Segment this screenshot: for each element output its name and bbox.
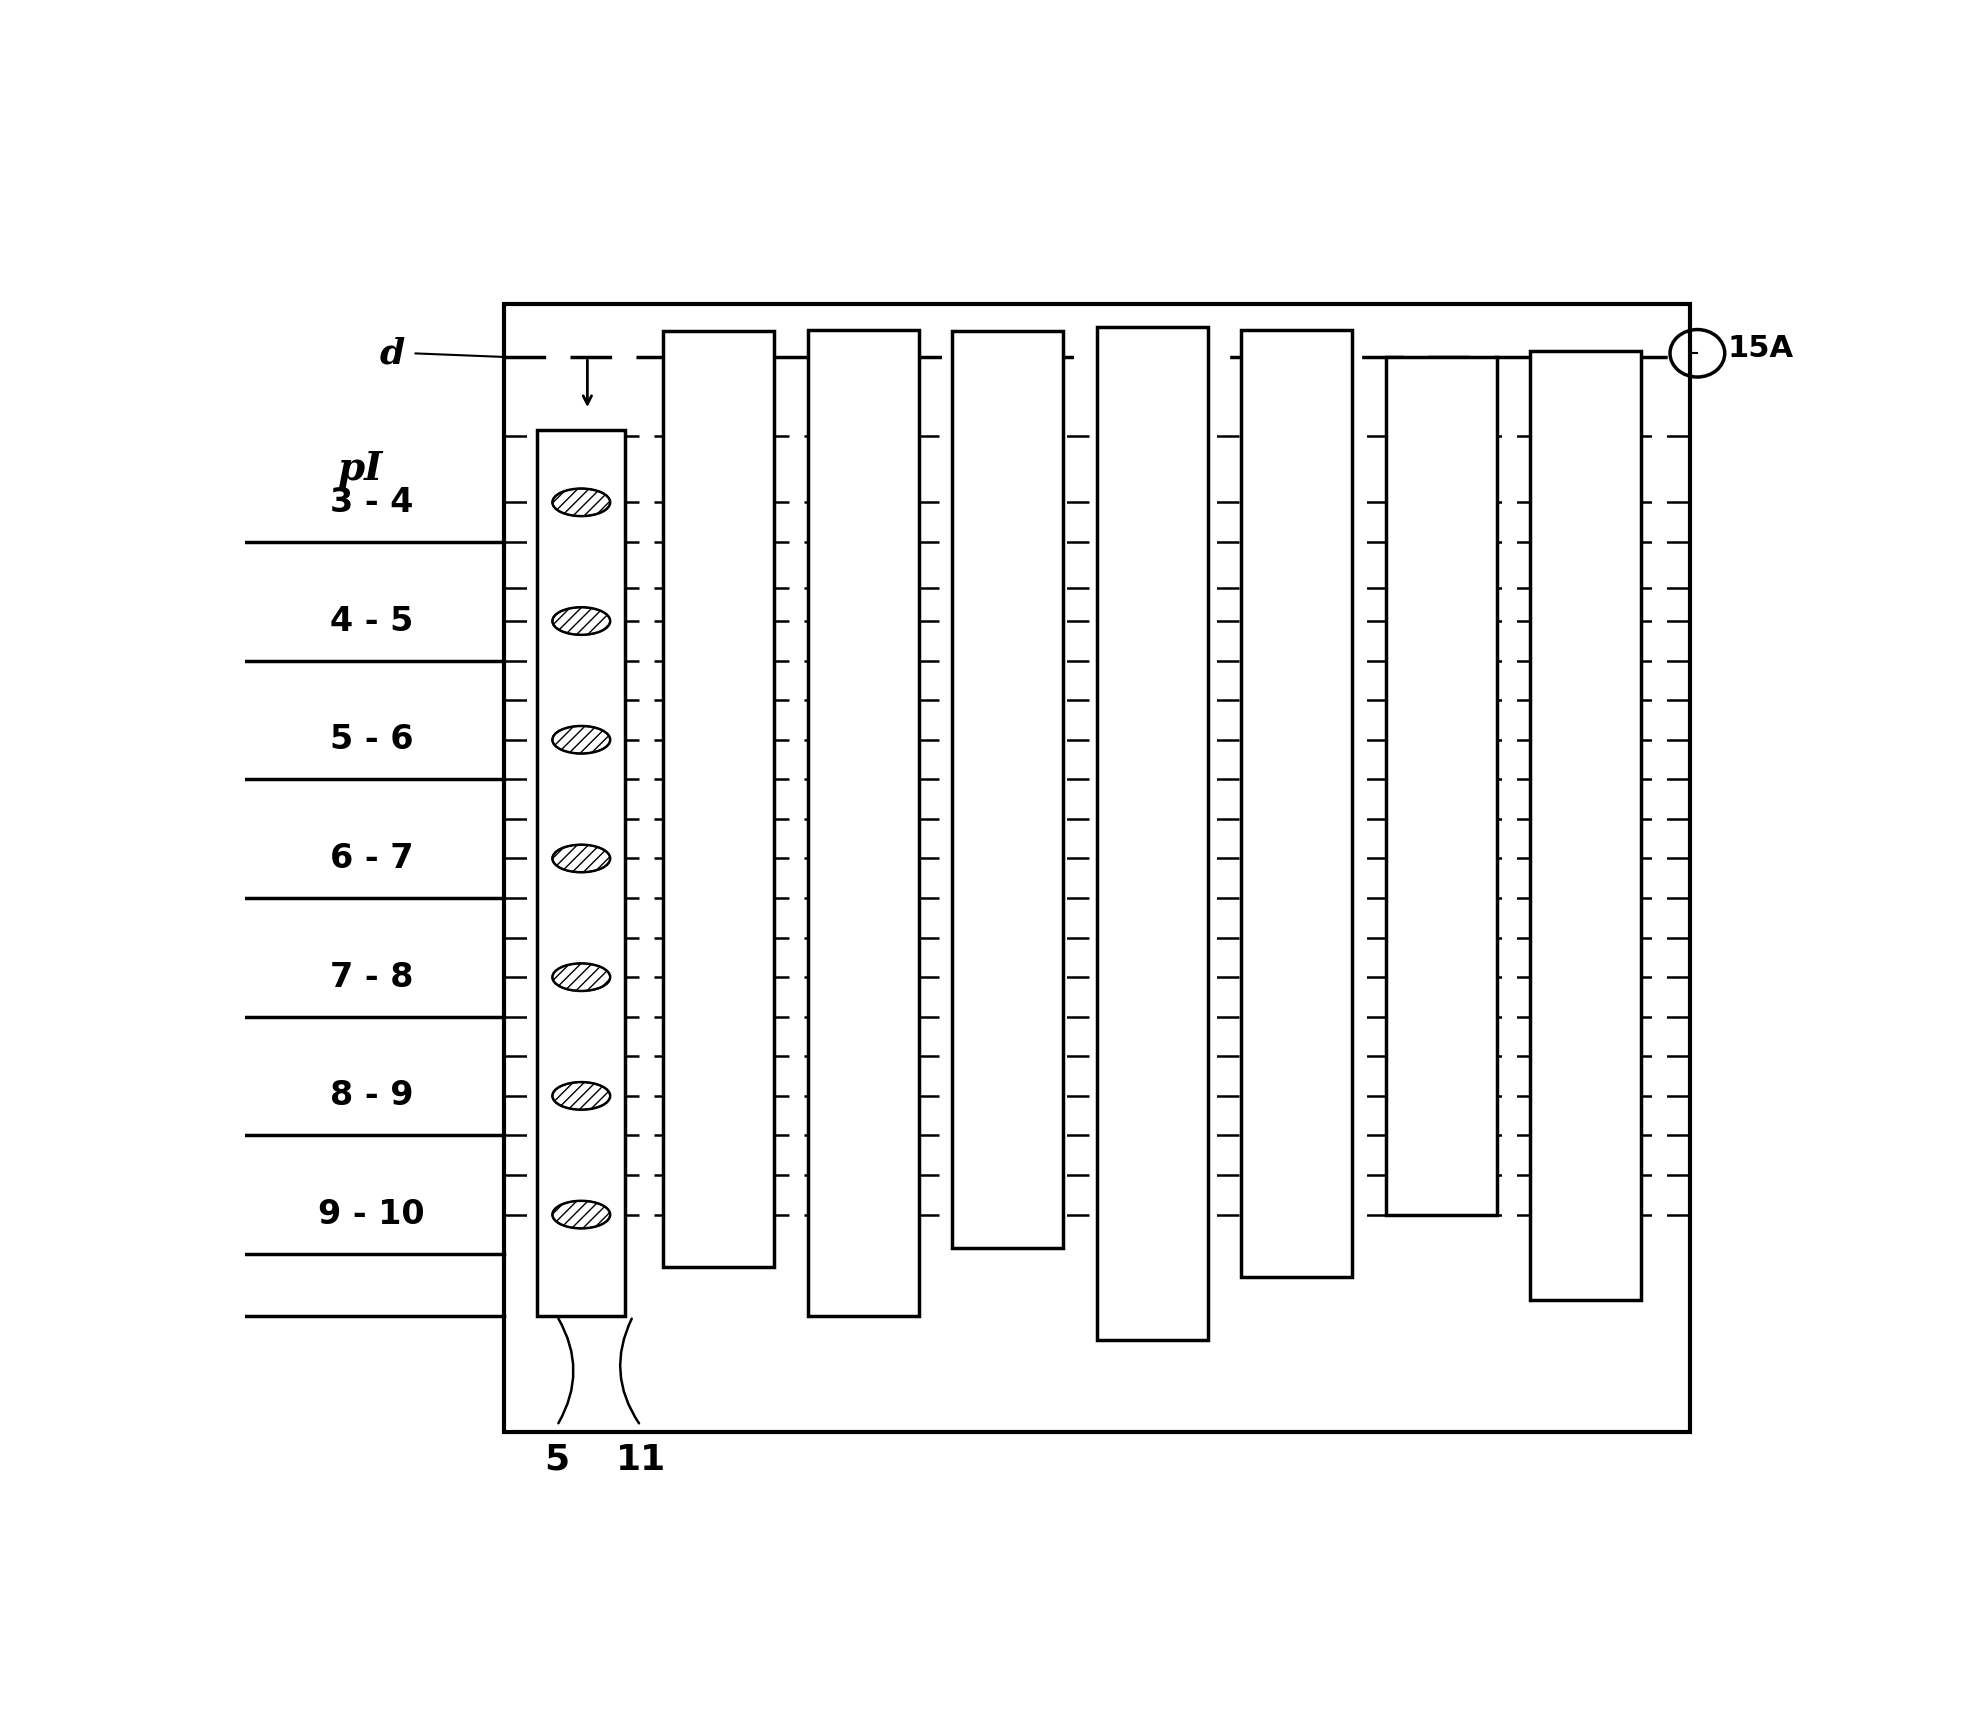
Text: 5: 5 <box>543 1442 569 1477</box>
Bar <box>1385 358 1497 1215</box>
Text: 11: 11 <box>616 1442 665 1477</box>
Text: 5 - 6: 5 - 6 <box>330 723 414 755</box>
Bar <box>504 305 1689 1432</box>
Ellipse shape <box>553 845 610 872</box>
Ellipse shape <box>553 963 610 990</box>
Text: 7 - 8: 7 - 8 <box>330 961 414 994</box>
Ellipse shape <box>553 488 610 516</box>
Ellipse shape <box>553 1201 610 1228</box>
Bar <box>538 430 626 1316</box>
Bar <box>1530 351 1640 1300</box>
Text: 4 - 5: 4 - 5 <box>330 605 414 637</box>
Text: 15A: 15A <box>1729 334 1793 363</box>
Ellipse shape <box>553 608 610 636</box>
Bar <box>663 331 775 1268</box>
Bar <box>1097 327 1209 1340</box>
Bar <box>952 331 1063 1247</box>
Text: 6 - 7: 6 - 7 <box>330 843 414 875</box>
Bar <box>808 329 918 1316</box>
Ellipse shape <box>553 1083 610 1110</box>
Text: 3 - 4: 3 - 4 <box>330 486 414 519</box>
Text: d: d <box>381 336 404 370</box>
Text: pI: pI <box>337 451 383 488</box>
Text: 8 - 9: 8 - 9 <box>330 1079 414 1112</box>
Text: 9 - 10: 9 - 10 <box>318 1197 424 1232</box>
Bar <box>1242 329 1352 1276</box>
Ellipse shape <box>553 726 610 754</box>
